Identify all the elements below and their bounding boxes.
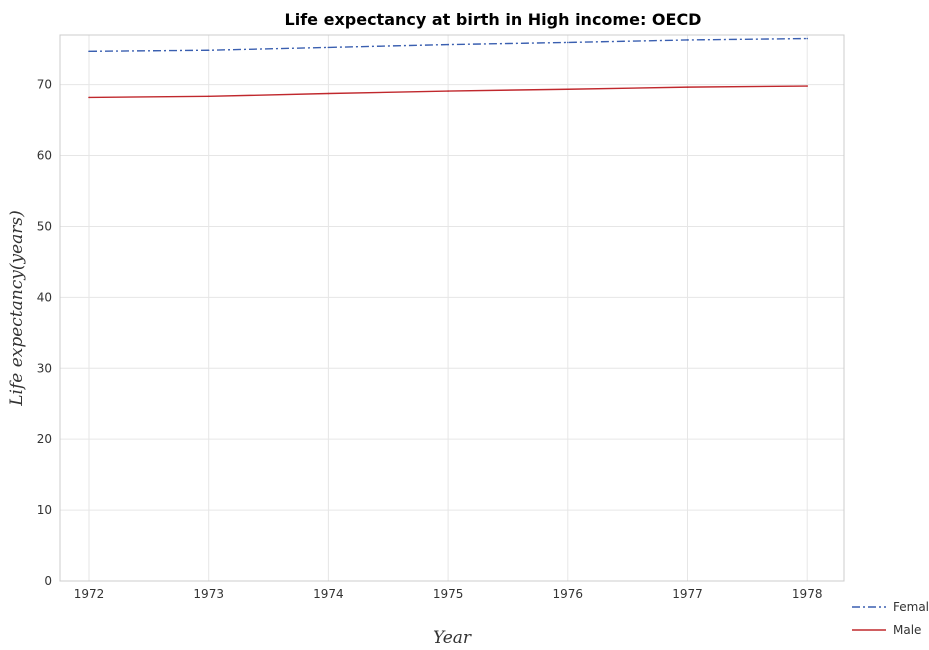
data-point-male: [567, 88, 569, 91]
x-tick-label: 1974: [313, 587, 344, 601]
y-tick-label: 70: [37, 78, 52, 92]
grid-layer: [60, 35, 844, 582]
y-axis-label: Life expectancy(years): [7, 210, 27, 407]
y-axis-ticks: 0 10 20 30 40 50 60 70: [37, 78, 52, 588]
data-point-female: [88, 50, 90, 53]
chart-title: Life expectancy at birth in High income:…: [285, 10, 702, 29]
x-axis-ticks: 1972 1973 1974 1975 1976 1977 1978: [74, 587, 823, 601]
x-tick-label: 1975: [433, 587, 464, 601]
data-point-female: [567, 41, 569, 44]
x-tick-label: 1976: [553, 587, 584, 601]
legend: Female Male: [852, 600, 929, 637]
data-point-male: [327, 92, 330, 95]
data-point-female: [327, 46, 330, 49]
y-tick-label: 30: [37, 361, 52, 375]
y-tick-label: 60: [37, 149, 52, 163]
data-point-female: [686, 39, 689, 41]
x-axis-label: Year: [433, 628, 472, 648]
legend-label-male: Male: [893, 623, 921, 637]
x-tick-label: 1972: [74, 587, 105, 601]
data-point-male: [806, 85, 808, 87]
data-point-female: [447, 43, 449, 46]
series-layer: [88, 37, 808, 99]
data-point-male: [88, 96, 90, 99]
plot-frame: [59, 34, 845, 582]
y-tick-label: 20: [37, 432, 52, 446]
y-tick-label: 50: [37, 219, 52, 233]
x-tick-label: 1977: [672, 587, 703, 601]
data-point-male: [207, 95, 210, 98]
y-tick-label: 40: [37, 290, 52, 304]
data-point-female: [806, 37, 808, 40]
y-tick-label: 10: [37, 503, 52, 517]
data-point-male: [686, 86, 689, 88]
x-tick-label: 1973: [193, 587, 224, 601]
data-point-female: [207, 49, 210, 52]
x-tick-label: 1978: [792, 587, 823, 601]
y-tick-label: 0: [44, 574, 52, 588]
data-point-male: [447, 90, 449, 92]
legend-label-female: Female: [893, 600, 929, 614]
